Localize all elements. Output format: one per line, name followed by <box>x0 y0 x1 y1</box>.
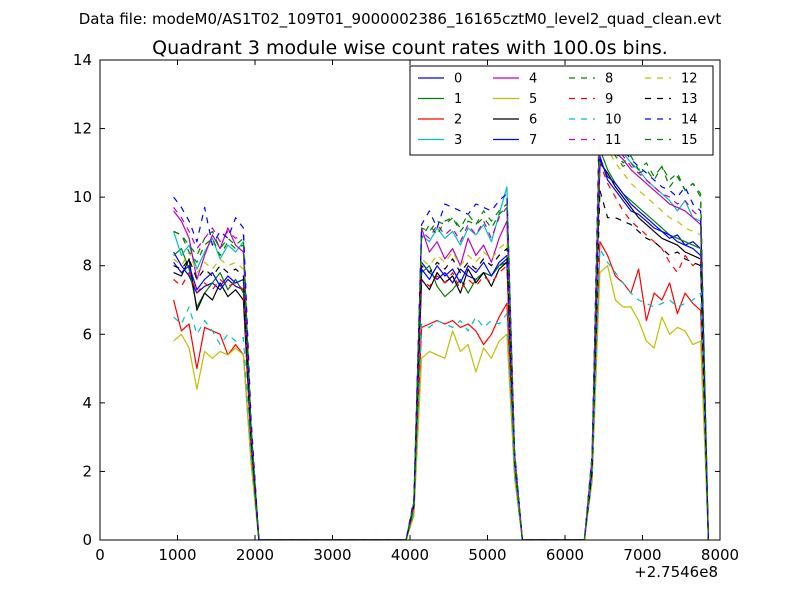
legend-label-9: 9 <box>605 92 613 107</box>
x-tick-label: 3000 <box>313 546 351 564</box>
chart-title: Quadrant 3 module wise count rates with … <box>152 37 668 59</box>
y-tick-label: 4 <box>82 394 92 412</box>
legend-label-15: 15 <box>681 133 698 148</box>
x-tick-label: 0 <box>95 546 105 564</box>
series-line-0 <box>173 155 709 540</box>
x-tick-label: 6000 <box>546 546 584 564</box>
x-tick-label: 2000 <box>236 546 274 564</box>
legend-label-0: 0 <box>454 72 462 87</box>
legend-label-11: 11 <box>605 133 622 148</box>
x-tick-label: 7000 <box>623 546 661 564</box>
series-line-9 <box>173 162 709 540</box>
legend-label-8: 8 <box>605 72 613 87</box>
x-tick-label: 1000 <box>158 546 196 564</box>
x-tick-label: 4000 <box>391 546 429 564</box>
series-line-8 <box>173 86 709 540</box>
legend-label-14: 14 <box>681 113 698 128</box>
series-line-15 <box>173 124 709 540</box>
legend-label-7: 7 <box>529 133 537 148</box>
series-line-10 <box>173 248 709 540</box>
legend-label-3: 3 <box>454 133 462 148</box>
series-line-4 <box>173 121 709 540</box>
legend-label-10: 10 <box>605 113 622 128</box>
y-tick-label: 6 <box>82 325 92 343</box>
series-line-11 <box>173 117 709 540</box>
y-tick-label: 0 <box>82 531 92 549</box>
legend-box <box>409 65 714 156</box>
legend-label-6: 6 <box>529 113 537 128</box>
y-tick-label: 2 <box>82 462 92 480</box>
series-line-6 <box>173 162 709 540</box>
y-tick-label: 10 <box>73 188 92 206</box>
y-tick-label: 12 <box>73 120 92 138</box>
x-tick-label: 8000 <box>701 546 739 564</box>
series-line-5 <box>173 265 709 540</box>
legend-label-4: 4 <box>529 72 537 87</box>
y-tick-label: 14 <box>73 51 92 69</box>
figure-header: Data file: modeM0/AS1T02_109T01_90000023… <box>79 10 722 29</box>
x-offset-label: +2.7546e8 <box>634 563 718 581</box>
legend-label-1: 1 <box>454 92 462 107</box>
legend-label-2: 2 <box>454 113 462 128</box>
y-tick-label: 8 <box>82 257 92 275</box>
legend-label-13: 13 <box>681 92 698 107</box>
legend-label-5: 5 <box>529 92 537 107</box>
legend-label-12: 12 <box>681 72 698 87</box>
series-line-12 <box>173 131 709 540</box>
axis-ticks: 0 1000 2000 3000 4000 5000 6000 7000 80000246810… <box>73 51 739 564</box>
series-line-13 <box>173 189 709 540</box>
x-tick-label: 5000 <box>468 546 506 564</box>
series-line-7 <box>173 158 709 540</box>
series-layer <box>173 86 709 540</box>
